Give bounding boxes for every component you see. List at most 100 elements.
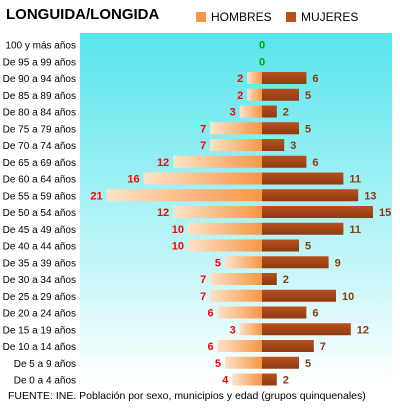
value-label-mujeres: 5 xyxy=(305,90,311,102)
value-label-hombres: 2 xyxy=(237,90,243,102)
bar-hombres xyxy=(143,172,262,185)
bar-mujeres xyxy=(262,172,344,185)
value-label-hombres: 12 xyxy=(157,207,169,219)
category-label: De 90 a 94 años xyxy=(3,74,76,85)
value-label-mujeres: 6 xyxy=(312,157,318,169)
bar-mujeres xyxy=(262,373,277,386)
bar-hombres xyxy=(217,340,262,352)
bar-hombres xyxy=(225,356,262,369)
bar-hombres xyxy=(106,189,262,202)
value-label-mujeres: 10 xyxy=(342,291,354,303)
category-label: De 55 a 59 años xyxy=(3,191,76,202)
value-label-hombres: 6 xyxy=(207,341,213,353)
bar-mujeres xyxy=(262,88,299,101)
bar-mujeres xyxy=(262,256,329,269)
value-label-mujeres: 2 xyxy=(283,274,289,286)
bar-mujeres xyxy=(262,122,299,135)
value-label-mujeres: 6 xyxy=(312,308,318,320)
value-label-hombres: 5 xyxy=(215,257,221,269)
bar-mujeres xyxy=(262,340,314,352)
category-label: De 15 a 19 años xyxy=(3,325,76,336)
bar-mujeres xyxy=(262,105,277,118)
value-label-hombres: 10 xyxy=(172,224,184,236)
legend-label-hombres: HOMBRES xyxy=(211,10,272,24)
value-label-mujeres: 6 xyxy=(312,73,318,85)
bar-hombres xyxy=(210,289,262,302)
category-label: De 40 a 44 años xyxy=(3,242,76,253)
bar-hombres xyxy=(239,323,262,336)
bar-mujeres xyxy=(262,323,351,336)
value-label-hombres: 2 xyxy=(237,73,243,85)
bar-mujeres xyxy=(262,139,285,151)
value-label-hombres: 5 xyxy=(215,358,221,370)
bar-hombres xyxy=(217,306,262,319)
value-label-mujeres: 5 xyxy=(305,241,311,253)
value-label-hombres: 7 xyxy=(200,140,206,152)
bar-mujeres xyxy=(262,222,344,235)
category-label: De 25 a 29 años xyxy=(3,292,76,303)
bar-hombres xyxy=(247,72,262,84)
category-label: De 35 a 39 años xyxy=(3,258,76,269)
legend-swatch-hombres xyxy=(196,12,206,22)
category-label: De 10 a 14 años xyxy=(3,342,76,353)
bar-hombres xyxy=(173,206,262,218)
category-label: De 65 a 69 años xyxy=(3,158,76,169)
value-label-zero: 0 xyxy=(259,56,265,68)
value-label-mujeres: 2 xyxy=(283,107,289,119)
bar-hombres xyxy=(232,373,262,386)
value-label-hombres: 12 xyxy=(157,157,169,169)
bar-mujeres xyxy=(262,155,307,168)
value-label-mujeres: 11 xyxy=(349,174,361,186)
category-label: De 0 a 4 años xyxy=(14,376,76,387)
category-label: De 75 a 79 años xyxy=(3,124,76,135)
bar-hombres xyxy=(188,222,262,235)
bar-mujeres xyxy=(262,356,299,369)
category-label: De 30 a 34 años xyxy=(3,275,76,286)
bar-hombres xyxy=(188,239,262,252)
bar-mujeres xyxy=(262,72,307,84)
value-label-mujeres: 15 xyxy=(379,207,391,219)
bar-hombres xyxy=(210,139,262,151)
bar-mujeres xyxy=(262,239,299,252)
value-label-mujeres: 13 xyxy=(364,190,376,202)
value-label-mujeres: 2 xyxy=(283,375,289,387)
bar-hombres xyxy=(210,273,262,285)
value-label-hombres: 7 xyxy=(200,123,206,135)
value-label-hombres: 6 xyxy=(207,308,213,320)
value-label-zero: 0 xyxy=(259,40,265,52)
value-label-hombres: 16 xyxy=(127,174,139,186)
value-label-hombres: 4 xyxy=(222,375,229,387)
category-label: De 20 a 24 años xyxy=(3,309,76,320)
chart-title: LONGUIDA/LONGIDA xyxy=(6,6,160,23)
category-label: De 95 a 99 años xyxy=(3,57,76,68)
value-label-mujeres: 9 xyxy=(335,257,341,269)
category-label: De 80 a 84 años xyxy=(3,108,76,119)
category-label: De 60 a 64 años xyxy=(3,175,76,186)
category-label: De 70 a 74 años xyxy=(3,141,76,152)
value-label-mujeres: 3 xyxy=(290,140,296,152)
value-label-mujeres: 12 xyxy=(357,324,369,336)
value-label-hombres: 7 xyxy=(200,274,206,286)
legend-item-hombres: HOMBRES xyxy=(196,10,272,24)
legend-item-mujeres: MUJERES xyxy=(286,10,358,24)
value-label-mujeres: 11 xyxy=(349,224,361,236)
legend-swatch-mujeres xyxy=(286,12,296,22)
source-note: FUENTE: INE. Población por sexo, municip… xyxy=(8,390,366,402)
bar-hombres xyxy=(247,88,262,101)
bar-hombres xyxy=(210,122,262,135)
value-label-hombres: 3 xyxy=(230,324,236,336)
bar-mujeres xyxy=(262,306,307,319)
value-label-hombres: 7 xyxy=(200,291,206,303)
legend-label-mujeres: MUJERES xyxy=(301,10,359,24)
value-label-hombres: 21 xyxy=(90,190,102,202)
bar-mujeres xyxy=(262,206,373,218)
value-label-hombres: 3 xyxy=(230,107,236,119)
value-label-mujeres: 5 xyxy=(305,358,311,370)
bar-mujeres xyxy=(262,289,336,302)
category-label: De 45 a 49 años xyxy=(3,225,76,236)
category-label: De 50 a 54 años xyxy=(3,208,76,219)
value-label-mujeres: 7 xyxy=(320,341,326,353)
value-label-hombres: 10 xyxy=(172,241,184,253)
bar-hombres xyxy=(239,105,262,118)
